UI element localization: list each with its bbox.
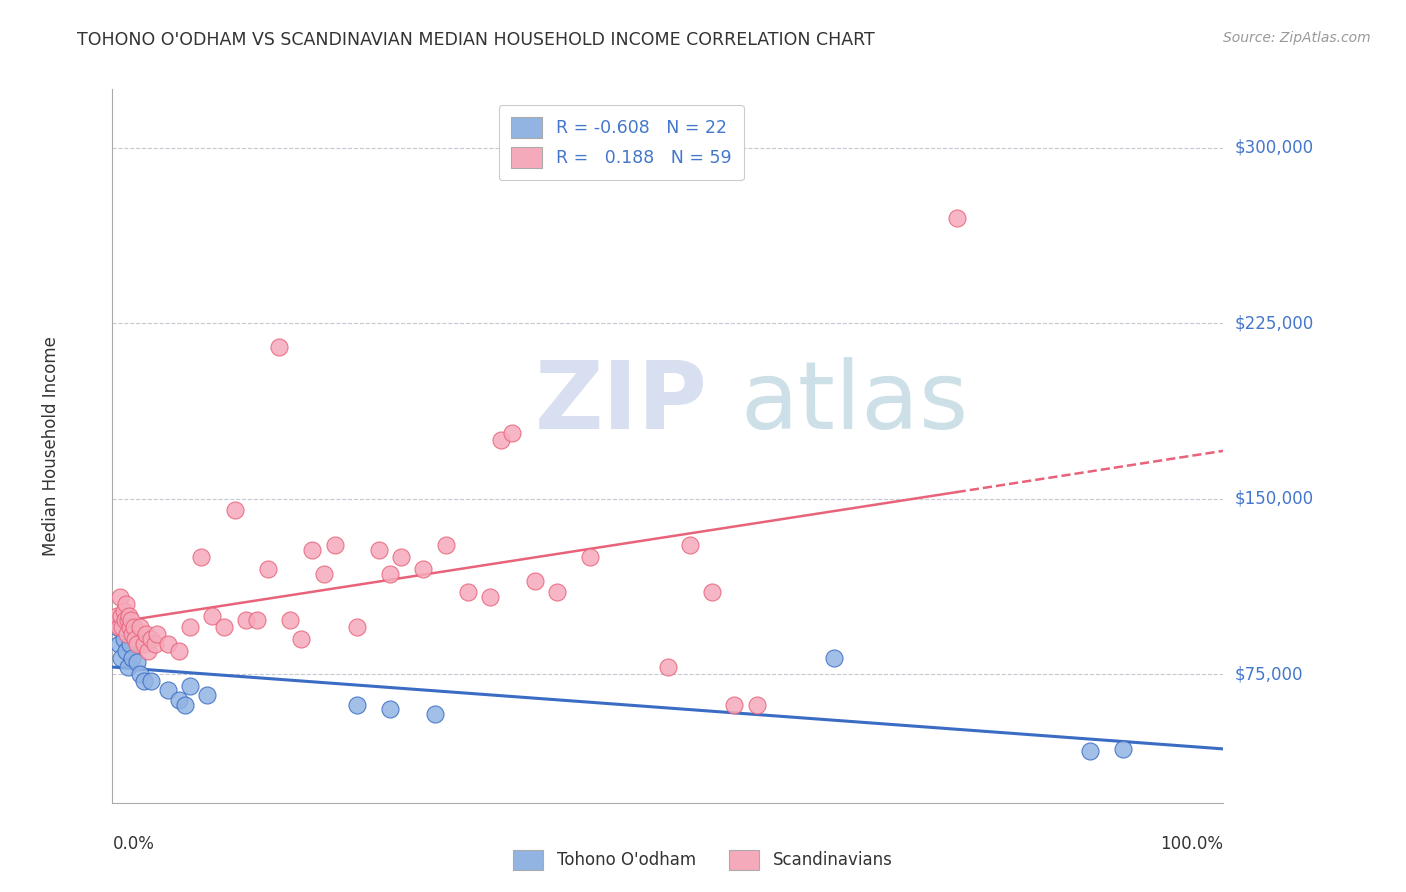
Point: [301, 543, 323, 558]
Point: [141, 632, 163, 646]
Point: [546, 585, 568, 599]
Point: [702, 585, 724, 599]
Point: [945, 211, 967, 225]
Point: [157, 683, 180, 698]
Point: [135, 627, 157, 641]
Text: atlas: atlas: [740, 357, 969, 450]
Point: [114, 613, 136, 627]
Point: [190, 550, 212, 565]
Point: [110, 650, 132, 665]
Point: [136, 644, 159, 658]
Point: [112, 604, 135, 618]
Point: [434, 538, 457, 552]
Point: [125, 637, 148, 651]
Point: [278, 613, 301, 627]
Text: $300,000: $300,000: [1234, 138, 1313, 157]
Point: [173, 698, 195, 712]
Point: [132, 674, 155, 689]
Point: [115, 627, 138, 641]
Point: [146, 627, 169, 641]
Point: [132, 637, 155, 651]
Point: [323, 538, 346, 552]
Point: [290, 632, 312, 646]
Point: [179, 679, 201, 693]
Point: [657, 660, 679, 674]
Text: Median Household Income: Median Household Income: [42, 336, 60, 556]
Point: [224, 503, 246, 517]
Point: [167, 693, 190, 707]
Point: [212, 620, 235, 634]
Point: [346, 698, 368, 712]
Point: [120, 613, 142, 627]
Point: [346, 620, 368, 634]
Text: $150,000: $150,000: [1234, 490, 1313, 508]
Point: [246, 613, 269, 627]
Point: [157, 637, 180, 651]
Point: [579, 550, 602, 565]
Point: [117, 613, 139, 627]
Text: 100.0%: 100.0%: [1160, 835, 1223, 853]
Point: [114, 644, 136, 658]
Point: [267, 340, 291, 354]
Point: [1112, 742, 1135, 756]
Point: [479, 590, 502, 604]
Point: [129, 667, 152, 681]
Point: [257, 562, 280, 576]
Point: [114, 597, 136, 611]
Point: [489, 433, 512, 447]
Point: [312, 566, 335, 581]
Point: [179, 620, 201, 634]
Point: [457, 585, 479, 599]
Point: [167, 644, 190, 658]
Point: [824, 650, 846, 665]
Point: [745, 698, 768, 712]
Point: [110, 590, 132, 604]
Legend: Tohono O'odham, Scandinavians: Tohono O'odham, Scandinavians: [506, 843, 900, 877]
Point: [105, 620, 128, 634]
Text: Source: ZipAtlas.com: Source: ZipAtlas.com: [1223, 31, 1371, 45]
Point: [124, 632, 146, 646]
Point: [110, 608, 132, 623]
Point: [201, 608, 224, 623]
Point: [501, 426, 523, 441]
Text: TOHONO O'ODHAM VS SCANDINAVIAN MEDIAN HOUSEHOLD INCOME CORRELATION CHART: TOHONO O'ODHAM VS SCANDINAVIAN MEDIAN HO…: [77, 31, 875, 49]
Point: [108, 637, 131, 651]
Point: [141, 674, 163, 689]
Text: $225,000: $225,000: [1234, 314, 1313, 332]
Point: [117, 660, 139, 674]
Text: 0.0%: 0.0%: [112, 835, 155, 853]
Point: [389, 550, 412, 565]
Point: [122, 620, 145, 634]
Point: [235, 613, 257, 627]
Point: [112, 632, 135, 646]
Legend: R = -0.608   N = 22, R =   0.188   N = 59: R = -0.608 N = 22, R = 0.188 N = 59: [499, 105, 744, 180]
Point: [105, 608, 128, 623]
Point: [723, 698, 745, 712]
Point: [118, 608, 141, 623]
Point: [121, 627, 143, 641]
Point: [129, 620, 152, 634]
Point: [121, 650, 143, 665]
Point: [380, 566, 402, 581]
Point: [195, 688, 218, 702]
Point: [125, 656, 148, 670]
Point: [108, 620, 131, 634]
Text: $75,000: $75,000: [1234, 665, 1303, 683]
Point: [679, 538, 702, 552]
Point: [368, 543, 391, 558]
Point: [1078, 744, 1101, 758]
Point: [412, 562, 434, 576]
Point: [143, 637, 166, 651]
Point: [120, 637, 142, 651]
Point: [120, 620, 142, 634]
Point: [380, 702, 402, 716]
Point: [423, 706, 446, 721]
Point: [111, 620, 134, 634]
Point: [523, 574, 546, 588]
Text: ZIP: ZIP: [534, 357, 707, 450]
